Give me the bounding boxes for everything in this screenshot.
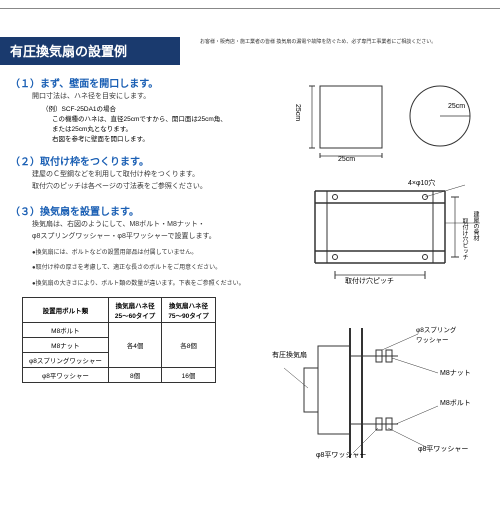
c: φ8スプリングワッシャー: [23, 353, 109, 368]
c: φ8平ワッシャー: [23, 368, 109, 383]
th1: 換気扇ハネ径 25～60タイプ: [108, 298, 161, 323]
diagram-frame: 取付け穴ピッチ 取付け穴ピッチ 4×φ10穴 建屋の骨材: [290, 183, 490, 283]
c: M8ナット: [23, 338, 109, 353]
header-note: お客様・販売店・施工業者の皆様 換気扇の漏電や故障を防ぐため、必ず専門工事業者に…: [200, 38, 436, 45]
c: 各8個: [162, 323, 215, 368]
lbl-holes: 4×φ10穴: [408, 178, 435, 188]
table-row: M8ボルト 各4個 各8個: [23, 323, 216, 338]
dim-label: 25cm: [338, 156, 355, 163]
lbl-frame: 建屋の骨材: [471, 211, 480, 241]
c: 各4個: [108, 323, 161, 368]
lbl-fan: 有圧換気扇: [272, 350, 307, 360]
table-row: 設置用ボルト類 換気扇ハネ径 25～60タイプ 換気扇ハネ径 75～90タイプ: [23, 298, 216, 323]
table-row: φ8平ワッシャー 8個 16個: [23, 368, 216, 383]
c: 8個: [108, 368, 161, 383]
dim-label: 25cm: [448, 103, 465, 110]
th2: 換気扇ハネ径 75～90タイプ: [162, 298, 215, 323]
diagram-opening: 25cm 25cm 25cm: [300, 78, 485, 158]
title-text: 有圧換気扇の設置例: [10, 44, 127, 59]
dim-label: 25cm: [294, 104, 301, 121]
diagram-install: 有圧換気扇 φ8スプリング ワッシャー M8ナット M8ボルト φ8平ワッシャー…: [278, 328, 493, 478]
lbl-bolt: M8ボルト: [440, 398, 471, 408]
c: M8ボルト: [23, 323, 109, 338]
title-banner: 有圧換気扇の設置例: [0, 37, 180, 65]
lbl-pitch2: 取付け穴ピッチ: [460, 218, 469, 260]
c: 16個: [162, 368, 215, 383]
lbl-flat2: φ8平ワッシャー: [418, 444, 468, 454]
lbl-pitch: 取付け穴ピッチ: [345, 276, 394, 286]
th0: 設置用ボルト類: [23, 298, 109, 323]
lbl-spring: φ8スプリング ワッシャー: [416, 324, 456, 344]
lbl-flat: φ8平ワッシャー: [316, 450, 366, 460]
lbl-nut: M8ナット: [440, 368, 471, 378]
